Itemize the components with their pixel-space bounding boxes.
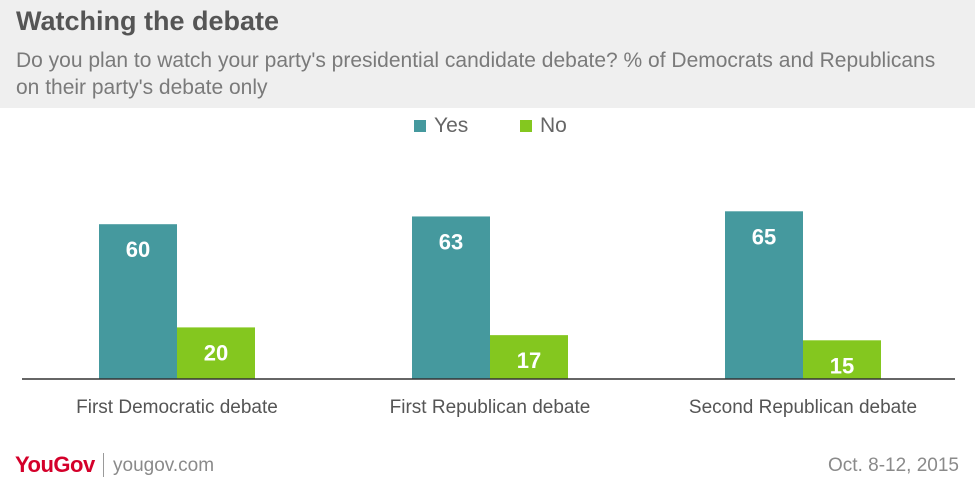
bar-yes-3: [725, 211, 803, 379]
bar-chart: 60 20 First Democratic debate 63 17 First Rep…: [22, 211, 955, 418]
footer-divider: [103, 453, 104, 477]
data-label-yes-1: 60: [126, 237, 150, 262]
category-label-1: First Democratic debate: [76, 397, 278, 418]
footer-site-link[interactable]: yougov.com: [113, 455, 215, 476]
chart-legend: Yes No: [0, 114, 975, 138]
data-label-yes-3: 65: [752, 224, 776, 249]
yougov-logo: YouGov: [15, 452, 95, 477]
legend-label-yes: Yes: [434, 114, 469, 137]
bar-yes-2: [412, 216, 490, 379]
data-label-yes-2: 63: [439, 229, 463, 254]
category-label-3: Second Republican debate: [689, 397, 917, 418]
category-label-2: First Republican debate: [390, 397, 591, 418]
bar-yes-1: [99, 224, 177, 379]
bar-no-2: [490, 335, 568, 379]
chart-header: Watching the debate Do you plan to watch…: [0, 0, 975, 108]
legend-swatch-yes: [414, 120, 426, 132]
bar-no-3: [803, 340, 881, 379]
footer-date: Oct. 8-12, 2015: [828, 455, 959, 476]
chart-title: Watching the debate: [16, 6, 280, 36]
data-label-no-1: 20: [204, 340, 228, 365]
data-label-no-3: 15: [830, 353, 854, 378]
data-label-no-2: 17: [517, 348, 541, 373]
legend-label-no: No: [540, 114, 567, 137]
legend-swatch-no: [520, 120, 532, 132]
bar-no-1: [177, 327, 255, 379]
chart-subtitle: Do you plan to watch your party's presid…: [16, 49, 936, 99]
